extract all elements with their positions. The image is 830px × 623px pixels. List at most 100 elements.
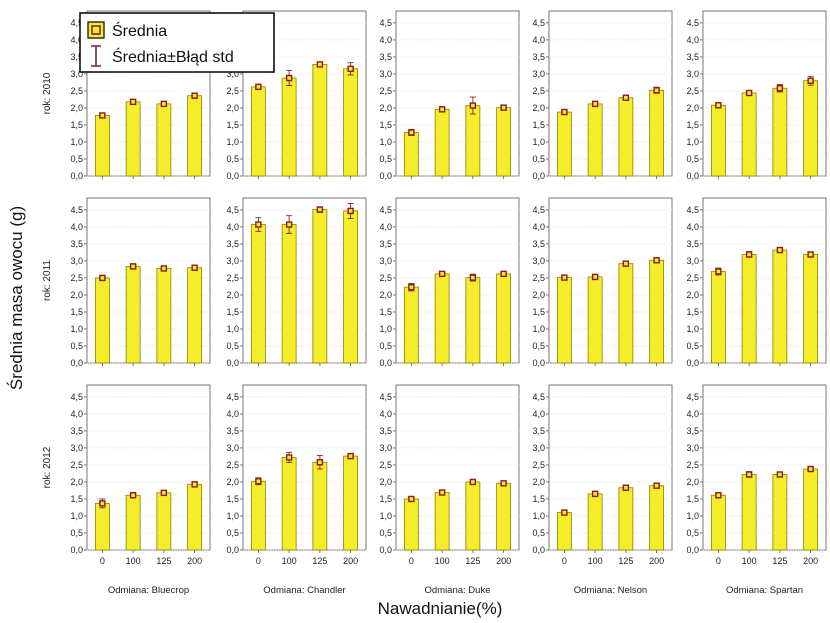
mean-marker: [500, 104, 507, 111]
bar: [156, 103, 172, 177]
mean-marker: [285, 74, 293, 82]
bar: [465, 105, 481, 177]
mean-marker: [408, 495, 415, 503]
y-tick-label: 1,0: [686, 137, 699, 147]
mean-marker: [561, 108, 568, 116]
bar: [710, 104, 726, 177]
bar: [94, 277, 110, 364]
mean-marker: [255, 221, 262, 228]
y-tick-label: 3,0: [70, 443, 83, 453]
mean-marker: [745, 89, 753, 97]
y-tick-label: 1,0: [226, 324, 239, 334]
y-tick-label: 1,5: [70, 120, 83, 130]
mean-marker: [591, 490, 599, 498]
bar: [587, 493, 603, 551]
bar: [556, 277, 572, 364]
y-tick-label: 2,5: [226, 86, 239, 96]
y-tick-label: 2,5: [70, 86, 83, 96]
mean-marker: [500, 270, 507, 278]
mean-marker: [469, 274, 477, 281]
y-tick-label: 4,5: [226, 392, 239, 402]
bar: [403, 498, 419, 551]
x-tick-label: 100: [742, 556, 757, 566]
mean-marker: [285, 454, 293, 461]
x-tick-label: 0: [256, 556, 261, 566]
row-label: rok: 2012: [42, 446, 53, 488]
y-tick-label: 4,0: [532, 35, 545, 45]
mean-marker: [160, 489, 168, 497]
y-tick-label: 0,0: [379, 171, 392, 181]
y-tick-label: 0,0: [226, 545, 239, 555]
bar: [803, 254, 819, 364]
y-tick-label: 2,0: [70, 103, 83, 113]
bar: [281, 224, 297, 364]
y-tick-label: 0,5: [379, 341, 392, 351]
y-tick-label: 4,5: [686, 205, 699, 215]
bar: [403, 132, 419, 177]
y-tick-label: 2,5: [70, 460, 83, 470]
bar: [618, 263, 634, 364]
x-tick-label: 200: [649, 556, 664, 566]
mean-marker: [160, 265, 168, 272]
y-tick-label: 1,5: [686, 307, 699, 317]
y-tick-label: 1,5: [226, 494, 239, 504]
mean-marker: [191, 92, 198, 99]
mean-marker: [129, 492, 137, 499]
y-tick-label: 0,0: [226, 358, 239, 368]
bar: [803, 468, 819, 551]
y-tick-label: 1,5: [686, 120, 699, 130]
bar: [125, 494, 141, 551]
column-label: Odmiana: Nelson: [574, 585, 647, 596]
y-tick-label: 1,5: [70, 307, 83, 317]
bar: [618, 487, 634, 551]
y-tick-label: 3,0: [686, 69, 699, 79]
y-tick-label: 2,5: [70, 273, 83, 283]
y-tick-label: 0,0: [70, 545, 83, 555]
y-tick-label: 0,5: [226, 341, 239, 351]
x-tick-label: 0: [100, 556, 105, 566]
y-tick-label: 3,0: [379, 256, 392, 266]
y-tick-label: 4,0: [379, 409, 392, 419]
bar: [343, 210, 359, 364]
row-label: rok: 2010: [42, 72, 53, 114]
y-tick-label: 2,5: [686, 460, 699, 470]
bar: [250, 480, 266, 551]
x-tick-label: 125: [772, 556, 787, 566]
column-label: Odmiana: Spartan: [726, 585, 803, 596]
y-tick-label: 0,0: [226, 171, 239, 181]
mean-marker: [99, 500, 106, 507]
bar: [772, 249, 788, 364]
y-tick-label: 1,0: [532, 324, 545, 334]
x-tick-label: 200: [187, 556, 202, 566]
y-tick-label: 3,0: [686, 443, 699, 453]
x-tick-label: 100: [282, 556, 297, 566]
y-tick-label: 1,5: [379, 494, 392, 504]
bar: [94, 115, 110, 177]
y-tick-label: 4,5: [532, 18, 545, 28]
bar: [741, 254, 757, 364]
bar: [772, 474, 788, 551]
y-tick-label: 2,5: [379, 273, 392, 283]
mean-marker: [776, 85, 784, 92]
bar: [465, 481, 481, 551]
mean-marker: [591, 273, 599, 281]
y-tick-label: 2,5: [379, 460, 392, 470]
mean-marker: [408, 283, 415, 291]
panel-0-2: 0,0 0,5 1,0 1,5 2,0 2,5 3,0 3,5 4,0 4,5: [379, 10, 520, 181]
bar: [710, 494, 726, 551]
mean-marker: [316, 206, 324, 213]
bar: [156, 268, 172, 364]
bar: [649, 485, 665, 551]
y-tick-label: 1,0: [379, 511, 392, 521]
y-tick-label: 3,5: [379, 52, 392, 62]
y-tick-label: 4,5: [379, 18, 392, 28]
y-tick-label: 0,0: [379, 358, 392, 368]
bar: [187, 483, 203, 551]
y-tick-label: 0,0: [70, 171, 83, 181]
bar: [772, 87, 788, 177]
legend-mean-label: Średnia: [112, 21, 167, 40]
panel-2-0: 0,0 0,5 1,0 1,5 2,0 2,5 3,0 3,5 4,0 4,5 0 100 125 200: [70, 384, 211, 566]
y-tick-label: 2,0: [379, 477, 392, 487]
mean-marker: [776, 246, 784, 254]
